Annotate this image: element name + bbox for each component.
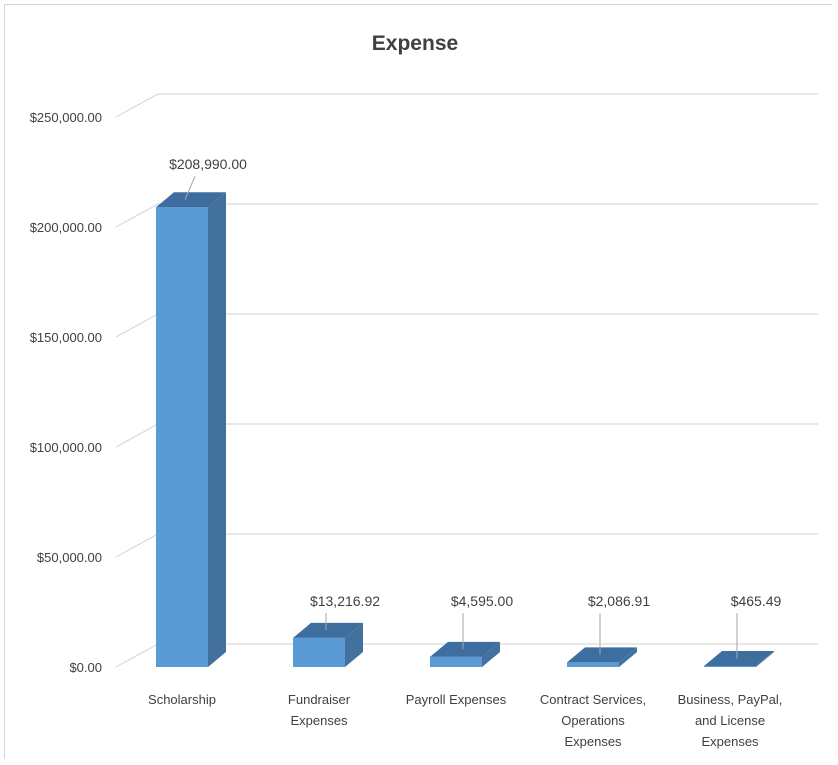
gridline: [115, 203, 818, 228]
chart-frame: [4, 4, 832, 759]
bar-side: [345, 622, 363, 667]
data-labels: $208,990.00 $13,216.92 $4,595.00 $2,086.91 $…: [169, 156, 781, 609]
bar: [156, 192, 226, 668]
y-tick-label: $50,000.00: [37, 550, 102, 565]
bar: [704, 650, 774, 667]
y-tick-label: $150,000.00: [30, 330, 102, 345]
category-label: Payroll Expenses: [406, 692, 507, 707]
chart-title: Expense: [372, 32, 458, 55]
category-label: Contract Services,: [540, 692, 646, 707]
bar-side: [482, 641, 500, 667]
bar: [567, 647, 637, 667]
bar-top: [567, 647, 637, 663]
bar: [293, 622, 363, 667]
bar-side: [756, 650, 774, 667]
leader-line: [184, 176, 196, 200]
category-label: Business, PayPal,: [678, 692, 783, 707]
category-label: Fundraiser: [288, 692, 351, 707]
y-tick-label: $200,000.00: [30, 220, 102, 235]
bar: [430, 641, 500, 667]
y-tick-label: $0.00: [69, 660, 102, 675]
bar-front: [156, 207, 208, 668]
category-label: Operations: [561, 713, 625, 728]
category-label: Scholarship: [148, 692, 216, 707]
data-label: $2,086.91: [588, 593, 650, 609]
data-label-leader-lines: [184, 176, 738, 659]
bar-front: [430, 656, 482, 667]
data-label: $13,216.92: [310, 593, 380, 609]
data-label: $465.49: [731, 593, 782, 609]
y-axis-tick-labels: $0.00 $50,000.00 $100,000.00 $150,000.00 $20…: [30, 110, 102, 675]
bar-front: [567, 662, 619, 667]
bar-side: [208, 192, 226, 668]
bar-top: [430, 641, 500, 657]
category-label: and License: [695, 713, 765, 728]
y-tick-label: $100,000.00: [30, 440, 102, 455]
y-tick-label: $250,000.00: [30, 110, 102, 125]
category-labels: Scholarship Fundraiser Expenses Payroll Exp…: [148, 692, 782, 749]
category-label: Expenses: [564, 734, 622, 749]
bar-front: [293, 637, 345, 667]
bar-top: [156, 192, 226, 208]
data-label: $4,595.00: [451, 593, 513, 609]
bar-front: [704, 665, 756, 667]
gridline: [115, 93, 818, 118]
data-label: $208,990.00: [169, 156, 247, 172]
bar-side: [619, 647, 637, 667]
category-label: Expenses: [701, 734, 759, 749]
bar-top: [704, 650, 774, 666]
bar-top: [293, 622, 363, 638]
bars: [156, 192, 774, 668]
category-label: Expenses: [290, 713, 348, 728]
